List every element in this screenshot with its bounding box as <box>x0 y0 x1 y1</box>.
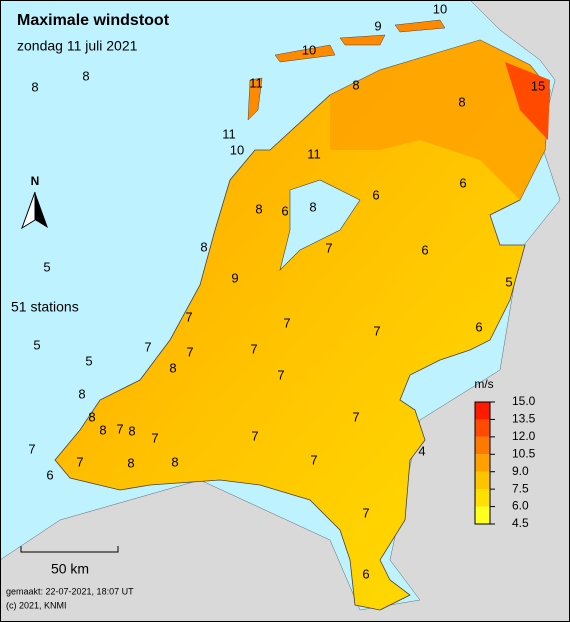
station-value: 5 <box>85 353 92 368</box>
station-value: 8 <box>169 360 176 375</box>
station-value: 8 <box>31 79 38 94</box>
station-value: 8 <box>82 68 89 83</box>
station-value: 8 <box>127 455 134 470</box>
station-value: 7 <box>325 240 332 255</box>
station-value: 7 <box>373 323 380 338</box>
legend-label: 12.0 <box>512 429 536 443</box>
station-value: 7 <box>151 430 158 445</box>
footer-copyright: (c) 2021, KNMI <box>6 600 67 610</box>
station-value: 8 <box>88 409 95 424</box>
ijsselmeer <box>279 179 361 271</box>
station-value: 10 <box>433 1 447 16</box>
station-value: 8 <box>78 386 85 401</box>
netherlands <box>54 39 551 611</box>
legend-label: 7.5 <box>512 481 529 495</box>
station-value: 6 <box>281 203 288 218</box>
station-value: 7 <box>116 421 123 436</box>
subtitle: zondag 11 juli 2021 <box>17 38 138 54</box>
scale-bar <box>20 546 119 553</box>
station-value: 7 <box>352 409 359 424</box>
wadden-islands <box>247 19 446 121</box>
north-label: N <box>31 174 40 188</box>
station-value: 8 <box>352 77 359 92</box>
station-value: 7 <box>250 341 257 356</box>
legend-swatch <box>475 471 490 490</box>
legend-label: 6.0 <box>512 499 529 513</box>
legend-label: 13.5 <box>512 412 536 426</box>
station-value: 5 <box>43 259 50 274</box>
station-value: 8 <box>128 423 135 438</box>
legend-box <box>474 401 491 525</box>
scale-label: 50 km <box>51 561 89 577</box>
footer-made: gemaakt: 22-07-2021, 18:07 UT <box>6 586 134 596</box>
station-value: 6 <box>372 187 379 202</box>
station-value: 6 <box>475 319 482 334</box>
station-value: 8 <box>200 239 207 254</box>
station-value: 7 <box>28 441 35 456</box>
station-count: 51 stations <box>11 299 79 315</box>
station-value: 15 <box>531 78 545 93</box>
station-value: 8 <box>309 199 316 214</box>
legend-swatch <box>475 402 490 420</box>
legend-label: 9.0 <box>512 464 529 478</box>
station-value: 7 <box>362 505 369 520</box>
station-value: 8 <box>99 422 106 437</box>
station-value: 7 <box>251 428 258 443</box>
legend-swatch <box>475 419 490 437</box>
legend-swatch <box>475 506 490 524</box>
station-value: 8 <box>458 94 465 109</box>
hotspot <box>505 62 550 140</box>
station-value: 6 <box>46 467 53 482</box>
station-value: 7 <box>76 454 83 469</box>
north-arrow-right <box>35 192 48 228</box>
station-value: 4 <box>418 443 425 458</box>
station-value: 11 <box>307 146 321 161</box>
legend-unit: m/s <box>474 377 493 391</box>
station-value: 9 <box>374 18 381 33</box>
station-value: 9 <box>231 270 238 285</box>
legend-swatch <box>475 454 490 472</box>
title: Maximale windstoot <box>17 12 170 29</box>
station-value: 7 <box>283 315 290 330</box>
station-value: 7 <box>144 339 151 354</box>
legend-label: 15.0 <box>512 394 536 408</box>
station-value: 8 <box>171 454 178 469</box>
legend-swatch <box>475 489 490 507</box>
legend-label: 10.5 <box>512 446 536 460</box>
station-value: 6 <box>459 175 466 190</box>
station-value: 10 <box>302 42 316 57</box>
legend-swatch <box>475 436 490 455</box>
station-value: 6 <box>421 242 428 257</box>
legend-label: 4.5 <box>512 516 529 530</box>
station-value: 7 <box>186 344 193 359</box>
station-value: 7 <box>310 452 317 467</box>
station-value: 11 <box>249 75 263 90</box>
station-value: 5 <box>33 337 40 352</box>
north-region <box>330 40 550 200</box>
station-value: 6 <box>362 566 369 581</box>
station-value: 10 <box>230 142 244 157</box>
station-value: 11 <box>222 126 236 141</box>
station-value: 7 <box>185 309 192 324</box>
station-value: 5 <box>505 274 512 289</box>
station-value: 8 <box>255 201 262 216</box>
station-value: 7 <box>277 367 284 382</box>
